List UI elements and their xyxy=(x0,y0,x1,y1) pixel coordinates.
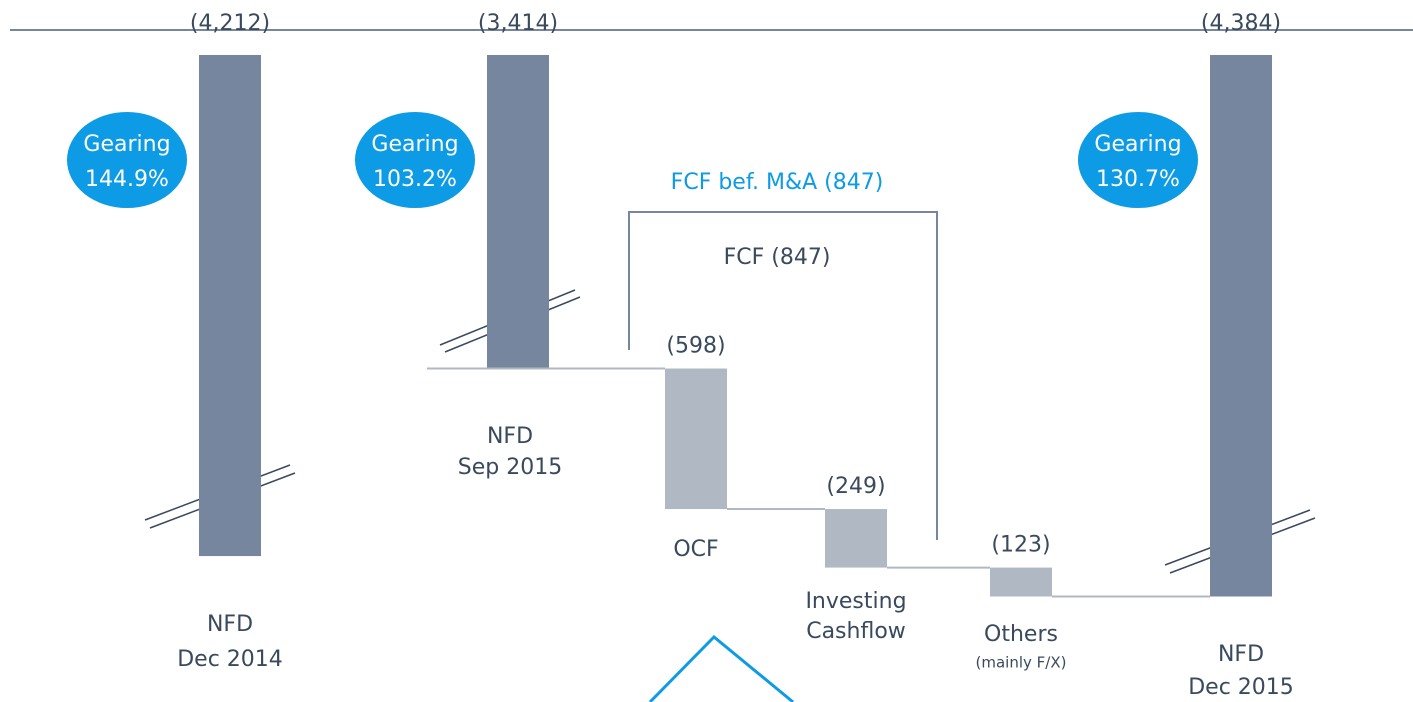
gearing-label: Gearing xyxy=(83,132,170,157)
gearing-label: 130.7% xyxy=(1096,167,1180,192)
category-label: Dec 2014 xyxy=(177,647,283,672)
category-label: NFD xyxy=(207,612,253,637)
bracket-label: FCF (847) xyxy=(724,245,831,270)
axis-breaks xyxy=(144,289,1316,574)
category-label: Dec 2015 xyxy=(1188,675,1294,700)
bar xyxy=(990,567,1052,597)
category-label: NFD xyxy=(487,424,533,449)
category-label: Sep 2015 xyxy=(458,455,562,480)
gearing-label: Gearing xyxy=(371,132,458,157)
gearing-label: 144.9% xyxy=(85,167,169,192)
bracket-label: FCF bef. M&A (847) xyxy=(671,170,884,195)
category-label: OCF xyxy=(673,537,718,562)
category-label: Cashflow xyxy=(806,619,906,644)
value-label: (4,384) xyxy=(1201,11,1281,36)
gearing-label: Gearing xyxy=(1094,132,1181,157)
bar xyxy=(1210,55,1272,597)
category-label: (mainly F/X) xyxy=(976,654,1067,672)
category-label: Investing xyxy=(805,589,906,614)
value-label: (249) xyxy=(826,474,885,499)
value-label: (4,212) xyxy=(190,11,270,36)
bar xyxy=(665,368,727,510)
bar xyxy=(199,55,261,557)
category-label: NFD xyxy=(1218,642,1264,667)
gearing-bubble xyxy=(1078,112,1198,208)
value-label: (3,414) xyxy=(478,11,558,36)
category-label: Others xyxy=(984,622,1058,647)
gearing-bubble xyxy=(67,112,187,208)
bar xyxy=(825,509,887,568)
gearing-label: 103.2% xyxy=(373,167,457,192)
fcf-bracket xyxy=(628,211,938,540)
value-label: (123) xyxy=(991,533,1050,558)
value-label: (598) xyxy=(666,334,725,359)
arrow-shape xyxy=(648,634,794,702)
gearing-bubble xyxy=(355,112,475,208)
bar xyxy=(487,55,549,369)
